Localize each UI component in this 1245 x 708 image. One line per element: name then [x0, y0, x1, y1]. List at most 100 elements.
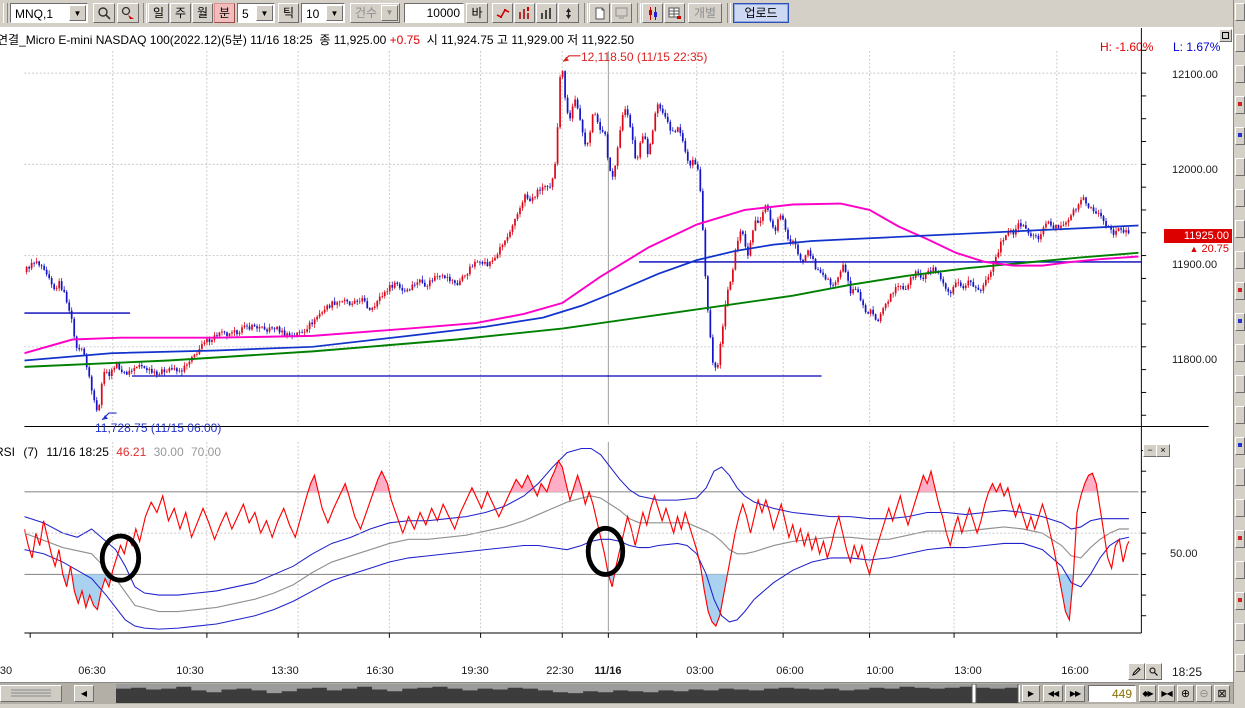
time-tick-label: 03:00 — [686, 665, 714, 677]
line-chart-icon — [496, 8, 509, 19]
rail-button[interactable] — [1235, 282, 1245, 300]
up-down-arrows-icon — [565, 7, 571, 19]
center-view-button[interactable]: ▶◀ — [1158, 685, 1175, 702]
time-tick-label: 11/16 — [594, 665, 622, 677]
monitor-button — [611, 3, 632, 23]
magnifier-icon — [98, 7, 111, 20]
rail-button[interactable] — [1235, 313, 1245, 331]
rsi-close-button[interactable]: × — [1156, 444, 1170, 457]
document-icon — [595, 7, 604, 19]
zoom-in-bars-button[interactable]: ⊕ — [1177, 685, 1194, 702]
minute-value-combo[interactable]: 5 ▼ — [237, 3, 275, 23]
rsi-minimize-button[interactable]: − — [1143, 444, 1157, 457]
rail-button[interactable] — [1235, 189, 1245, 207]
rail-button[interactable] — [1235, 65, 1245, 83]
upload-button[interactable]: 업로드 — [733, 3, 789, 23]
close-label: 종 — [319, 33, 331, 47]
bar-count-input[interactable] — [404, 3, 464, 23]
count-label: 건수 — [355, 6, 378, 20]
rail-button[interactable] — [1235, 3, 1245, 21]
draw-tool-button[interactable] — [1128, 663, 1145, 680]
toolbar-grip[interactable] — [3, 3, 8, 23]
chevron-down-icon[interactable]: ▼ — [326, 5, 343, 21]
rail-button[interactable] — [1235, 34, 1245, 52]
period-minute-button[interactable]: 분 — [214, 3, 235, 23]
h-label: H: — [1100, 40, 1112, 54]
scale-button[interactable] — [558, 3, 579, 23]
high-annotation: 12,118.50 (11/15 22:35) — [581, 50, 708, 64]
rail-button[interactable] — [1235, 499, 1245, 517]
chevron-down-icon[interactable]: ▼ — [69, 5, 86, 21]
candle-style-button[interactable] — [642, 3, 663, 23]
indicator-button[interactable] — [514, 3, 535, 23]
tick-button[interactable]: 틱 — [278, 3, 299, 23]
rail-button[interactable] — [1235, 158, 1245, 176]
period-day-button[interactable]: 일 — [148, 3, 169, 23]
bar-mode-button[interactable]: 바 — [466, 3, 488, 23]
rail-button[interactable] — [1235, 468, 1245, 486]
fast-back-button[interactable]: ◀◀ — [1043, 685, 1063, 702]
toolbar-separator — [637, 3, 641, 23]
change-value: +0.75 — [389, 33, 421, 47]
zoom-in-button[interactable] — [93, 3, 115, 23]
minute-value: 5 — [242, 7, 249, 21]
time-tick-label: 19:30 — [461, 665, 489, 677]
rail-button[interactable] — [1235, 220, 1245, 238]
zoom-tool-button[interactable] — [1145, 663, 1162, 680]
grip-lines-icon — [11, 689, 51, 697]
period-week-button[interactable]: 주 — [170, 3, 191, 23]
rsi-header: RSI (7) 11/16 18:25 46.21 30.00 70.00 — [0, 445, 221, 459]
grid-settings-button[interactable] — [664, 3, 685, 23]
zoom-out-bars-button: ⊖ — [1196, 685, 1212, 702]
rail-button[interactable] — [1235, 127, 1245, 145]
rail-button[interactable] — [1235, 406, 1245, 424]
scroll-thumb[interactable] — [0, 685, 62, 702]
rail-button[interactable] — [1235, 530, 1245, 548]
chart-header: 연결_Micro E-mini NASDAQ 100(2022.12)(5분) … — [0, 31, 634, 48]
chevron-down-icon[interactable]: ▼ — [256, 5, 273, 21]
line-chart-button[interactable] — [492, 3, 513, 23]
fast-forward-button[interactable]: ▶▶ — [1065, 685, 1085, 702]
time-tick-label: 06:30 — [78, 665, 106, 677]
rail-button[interactable] — [1235, 561, 1245, 579]
chart-minimap[interactable] — [116, 683, 1023, 704]
new-chart-button[interactable] — [589, 3, 610, 23]
header-datetime: 11/16 18:25 — [250, 33, 313, 47]
rail-button[interactable] — [1235, 375, 1245, 393]
rail-button[interactable] — [1235, 592, 1245, 610]
bars-red-icon — [519, 7, 529, 19]
open-label: 시 — [426, 33, 438, 47]
close-value: 11,925.00 — [333, 33, 387, 47]
tick-value: 10 — [306, 7, 320, 21]
visible-bars-input[interactable] — [1088, 685, 1136, 702]
time-tick-label: 16:30 — [366, 665, 394, 677]
high-label: 고 — [496, 33, 508, 47]
chart-canvas[interactable] — [0, 27, 1233, 682]
fit-width-button[interactable]: ◆▶ — [1139, 685, 1156, 702]
monitor-icon — [615, 7, 628, 19]
rsi-mid-label: 50.00 — [1170, 548, 1198, 560]
l-value: 1.67% — [1186, 40, 1221, 54]
symbol-combo-value: MNQ,1 — [15, 7, 54, 21]
tick-value-combo[interactable]: 10 ▼ — [301, 3, 345, 23]
symbol-combo[interactable]: MNQ,1 ▼ — [10, 3, 88, 23]
right-toolbar-rail — [1233, 0, 1245, 704]
session-low-percent: L: 1.67% — [1173, 40, 1220, 54]
period-month-button[interactable]: 월 — [192, 3, 213, 23]
window-restore-icon[interactable] — [1219, 29, 1232, 42]
scroll-left-button[interactable]: ◀ — [74, 685, 94, 702]
close-panel-button[interactable]: ⊠ — [1214, 685, 1230, 702]
rail-button[interactable] — [1235, 623, 1245, 641]
rail-button[interactable] — [1235, 654, 1245, 672]
rail-button[interactable] — [1235, 344, 1245, 362]
volume-button[interactable] — [536, 3, 557, 23]
scroll-right-button[interactable]: ▶ — [1022, 685, 1040, 702]
bottom-scroll-bar: ◀ ▶ ◀◀ ▶▶ ◆▶ ▶◀ ⊕ ⊖ ⊠ — [0, 682, 1233, 704]
rail-button[interactable] — [1235, 437, 1245, 455]
rail-button[interactable] — [1235, 251, 1245, 269]
rail-button[interactable] — [1235, 96, 1245, 114]
bars-icon — [541, 8, 551, 19]
zoom-reset-button[interactable] — [117, 3, 139, 23]
instrument-title: 연결_Micro E-mini NASDAQ 100(2022.12)(5분) — [0, 33, 247, 47]
